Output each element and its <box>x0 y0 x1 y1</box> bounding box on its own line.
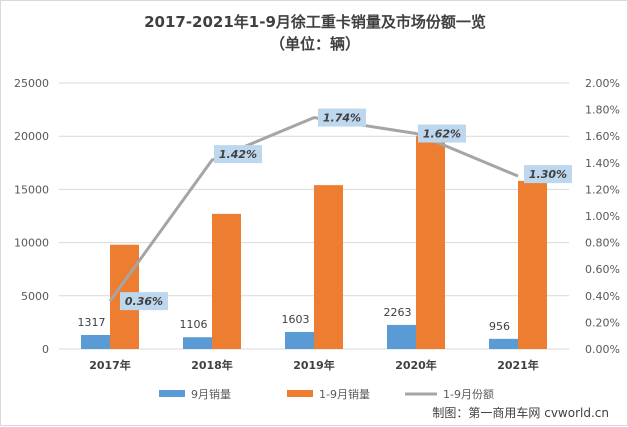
y-right-tick-label: 1.60% <box>585 130 620 143</box>
line-data-label: 1.62% <box>423 128 461 141</box>
y-right-tick-label: 1.40% <box>585 157 620 170</box>
y-right-tick-label: 0.40% <box>585 290 620 303</box>
bar-data-label: 2263 <box>384 306 412 319</box>
line-data-label: 1.30% <box>529 168 567 181</box>
line-data-label: 0.36% <box>125 295 163 308</box>
bar <box>416 136 445 349</box>
chart-subtitle: （单位：辆） <box>269 35 360 53</box>
bar <box>314 185 343 349</box>
source-credit: 制图：第一商用车网 cvworld.cn <box>432 406 609 420</box>
bar-data-label: 1317 <box>78 316 106 329</box>
y-right-tick-label: 0.20% <box>585 316 620 329</box>
line-series <box>108 116 519 302</box>
bar <box>387 324 416 349</box>
bar <box>285 331 314 349</box>
y-right-tick-label: 0.60% <box>585 263 620 276</box>
legend-swatch <box>159 390 185 397</box>
legend-swatch <box>287 390 313 397</box>
x-tick-label: 2020年 <box>395 358 437 372</box>
y-right-tick-label: 0.00% <box>585 343 620 356</box>
line-data-label: 1.42% <box>219 148 257 161</box>
y-left-tick-label: 25000 <box>14 77 49 90</box>
bar <box>81 334 110 349</box>
y-left-tick-label: 5000 <box>21 290 49 303</box>
bar <box>183 337 212 349</box>
y-left-tick-label: 15000 <box>14 183 49 196</box>
line-label-box <box>524 165 572 184</box>
line-label-box <box>418 124 466 143</box>
x-tick-label: 2018年 <box>191 358 233 372</box>
bar <box>518 180 547 349</box>
legend-label: 1-9月销量 <box>319 387 370 401</box>
bar-data-label: 1106 <box>180 318 208 331</box>
chart-title: 2017-2021年1-9月徐工重卡销量及市场份额一览 <box>144 13 486 31</box>
y-right-tick-label: 0.80% <box>585 237 620 250</box>
y-right-tick-label: 1.20% <box>585 183 620 196</box>
y-left-tick-label: 20000 <box>14 130 49 143</box>
legend-label: 9月销量 <box>191 387 231 401</box>
x-tick-label: 2019年 <box>293 358 335 372</box>
line-data-label: 1.74% <box>323 112 361 125</box>
y-left-tick-label: 10000 <box>14 237 49 250</box>
x-tick-label: 2017年 <box>89 358 131 372</box>
legend-label: 1-9月份额 <box>443 388 494 401</box>
line-label-box <box>214 145 262 164</box>
x-tick-label: 2021年 <box>497 358 539 372</box>
y-right-tick-label: 1.00% <box>585 210 620 223</box>
line-label-box <box>120 292 168 311</box>
bar-data-label: 956 <box>489 320 510 333</box>
bar <box>489 338 518 349</box>
bar-data-label: 1603 <box>282 313 310 326</box>
line-label-box <box>318 108 366 127</box>
y-left-tick-label: 0 <box>42 343 49 356</box>
y-right-tick-label: 1.80% <box>585 104 620 117</box>
y-right-tick-label: 2.00% <box>585 77 620 90</box>
bar <box>212 213 241 349</box>
